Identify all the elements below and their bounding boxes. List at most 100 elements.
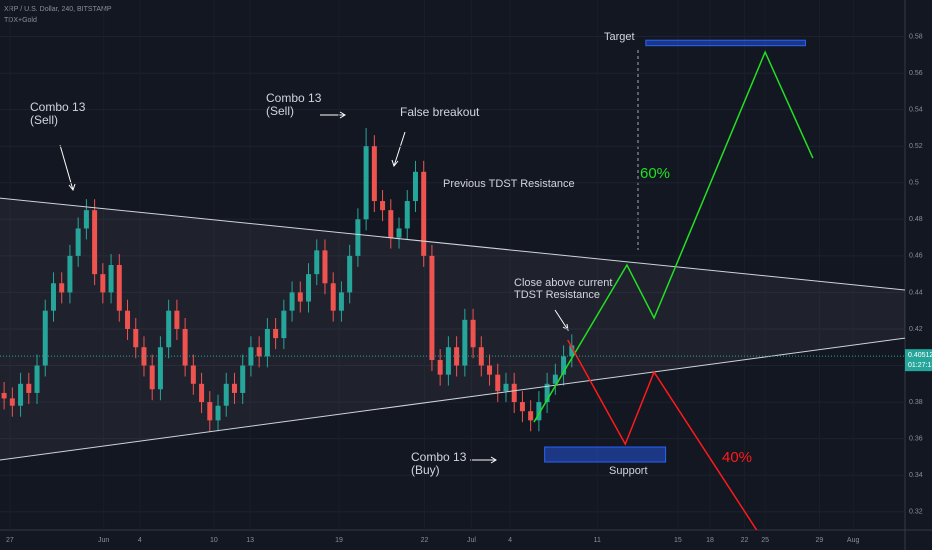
candle-body <box>92 210 98 275</box>
candle-body <box>544 383 550 403</box>
x-tick-label: 13 <box>246 537 254 544</box>
annotation: Previous TDST Resistance <box>443 178 575 190</box>
candle-body <box>59 283 65 293</box>
y-tick-label: 0.54 <box>909 106 923 113</box>
zone <box>544 446 667 463</box>
candle-body <box>528 411 534 421</box>
annotation: Close above current TDST Resistance <box>514 277 612 301</box>
x-tick-label: 4 <box>138 537 142 544</box>
y-tick-label: 0.34 <box>909 472 923 479</box>
candle-body <box>149 365 155 390</box>
candle-body <box>248 347 254 366</box>
candle-body <box>495 374 501 392</box>
chart-subtitle: TDX+Gold <box>4 17 37 24</box>
candle-body <box>511 383 517 403</box>
candle-body <box>519 402 525 412</box>
candle-body <box>34 365 40 393</box>
candle-body <box>437 360 443 375</box>
trend-line <box>567 339 758 530</box>
candle-body <box>83 210 89 229</box>
candle-body <box>478 347 484 366</box>
annotation: 60% <box>640 165 670 182</box>
candle-body <box>182 328 188 366</box>
candle-body <box>157 347 163 390</box>
annotation: 40% <box>722 449 752 466</box>
candle-body <box>174 310 180 329</box>
x-tick-label: Jul <box>467 537 476 544</box>
candle-body <box>322 250 328 284</box>
candle-body <box>487 365 493 375</box>
y-tick-label: 0.36 <box>909 435 923 442</box>
annotation: Combo 13 (Sell) <box>266 91 322 118</box>
candle-body <box>462 319 468 366</box>
candle-body <box>536 402 542 421</box>
x-tick-label: 22 <box>741 537 749 544</box>
annotation: Target <box>604 31 635 43</box>
y-tick-label: 0.38 <box>909 399 923 406</box>
candle-body <box>314 250 320 275</box>
candle-body <box>264 328 270 357</box>
candle-body <box>240 365 246 393</box>
candle-body <box>371 146 377 202</box>
candle-body <box>569 345 575 357</box>
candle-body <box>503 383 509 392</box>
candle-body <box>207 402 213 421</box>
candle-body <box>50 283 56 311</box>
trend-line <box>0 197 905 291</box>
candle-body <box>338 292 344 311</box>
x-tick-label: 19 <box>335 537 343 544</box>
x-tick-label: Aug <box>847 537 860 544</box>
candle-body <box>215 405 221 421</box>
candle-body <box>125 310 131 329</box>
candle-body <box>190 365 196 384</box>
candle-body <box>141 347 147 366</box>
candle-body <box>470 319 476 348</box>
y-tick-label: 0.5 <box>909 180 919 187</box>
candle-body <box>256 347 262 357</box>
candle-body <box>273 328 279 339</box>
chart-title: XRP / U.S. Dollar, 240, BITSTAMP <box>4 6 112 13</box>
y-tick-label: 0.58 <box>909 33 923 40</box>
candle-body <box>67 255 73 293</box>
x-tick-label: 25 <box>761 537 769 544</box>
annotation: Combo 13 (Buy) <box>411 450 467 477</box>
candle-body <box>445 347 451 375</box>
last-price-label: 0.40512 <box>908 352 932 359</box>
trend-line <box>533 50 814 423</box>
y-tick-label: 0.56 <box>909 70 923 77</box>
y-tick-label: 0.52 <box>909 143 923 150</box>
y-tick-label: 0.42 <box>909 326 923 333</box>
x-tick-label: 18 <box>706 537 714 544</box>
candle-body <box>404 201 410 229</box>
annotation: False breakout <box>400 105 480 119</box>
y-tick-label: 0.32 <box>909 509 923 516</box>
x-tick-label: 15 <box>674 537 682 544</box>
zone <box>645 39 806 47</box>
candle-body <box>18 383 24 406</box>
y-tick-label: 0.46 <box>909 253 923 260</box>
candle-body <box>166 310 172 348</box>
candle-body <box>421 171 427 256</box>
x-tick-label: Jun <box>98 537 109 544</box>
y-tick-label: 0.48 <box>909 216 923 223</box>
candle-body <box>306 274 312 302</box>
y-tick-label: 0.44 <box>909 289 923 296</box>
countdown: 01:27:13 <box>908 362 932 369</box>
arrows <box>59 111 569 464</box>
candle-body <box>363 146 369 220</box>
candle-body <box>388 210 394 238</box>
candle-body <box>297 292 303 302</box>
candle-body <box>355 219 361 256</box>
candle-body <box>133 328 139 348</box>
plot-area <box>0 36 905 530</box>
x-tick-label: 4 <box>508 537 512 544</box>
candle-body <box>289 292 295 311</box>
candle-body <box>552 374 558 384</box>
candle-body <box>26 383 32 393</box>
candle-body <box>281 310 287 339</box>
candle-body <box>412 171 418 202</box>
candle-body <box>429 255 435 361</box>
candle-body <box>42 310 48 366</box>
